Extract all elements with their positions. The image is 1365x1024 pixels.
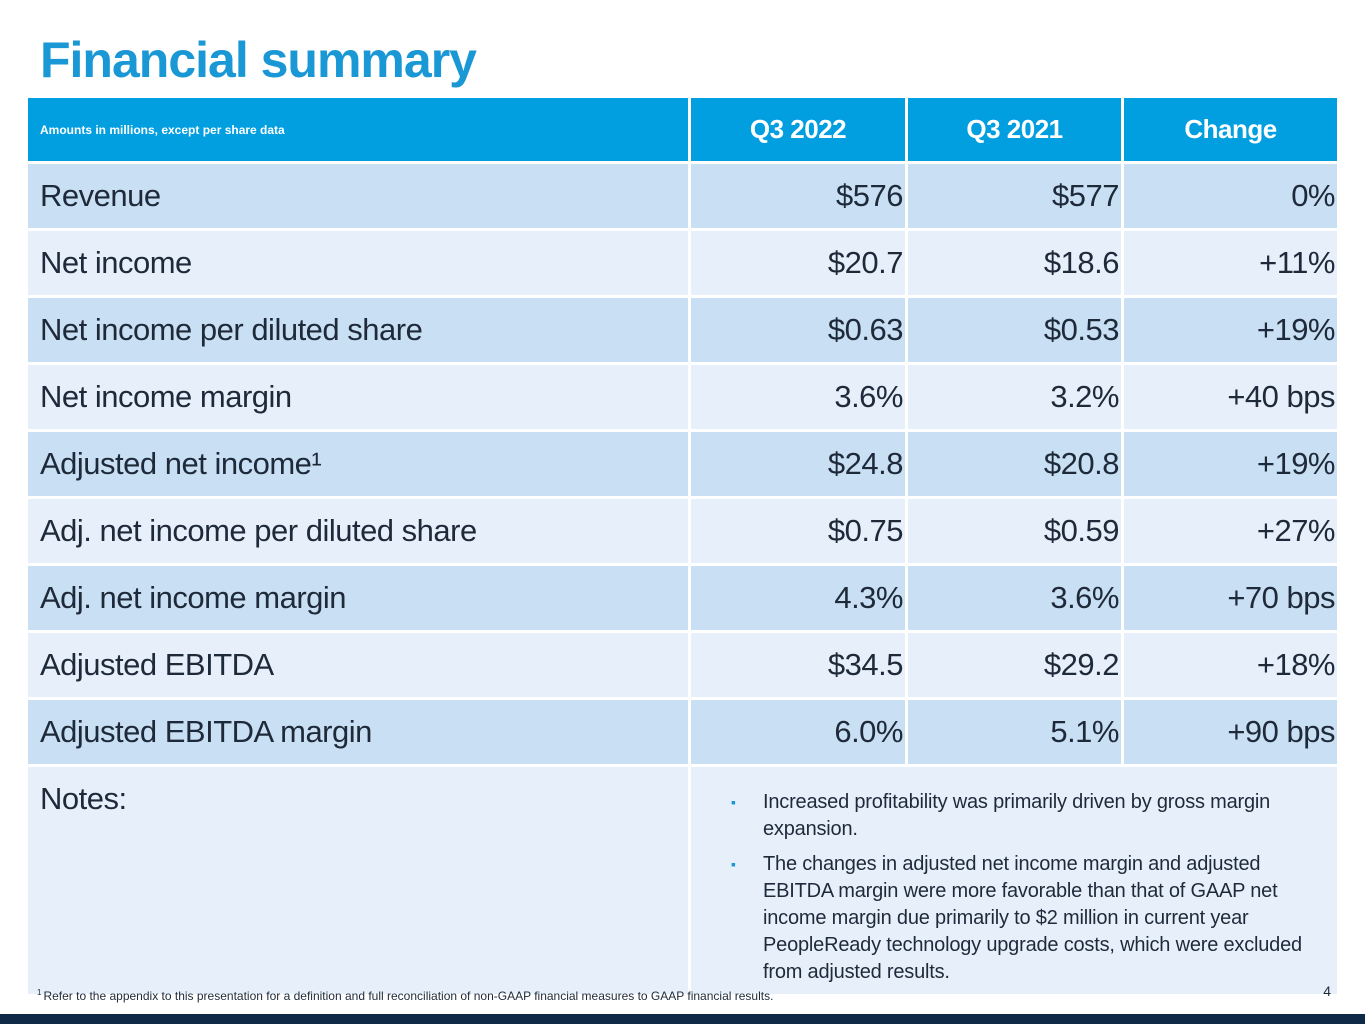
table-row: Adj. net income per diluted share $0.75 …	[28, 499, 1337, 566]
value-change: +19%	[1124, 432, 1337, 499]
table-row: Adjusted net income¹ $24.8 $20.8 +19%	[28, 432, 1337, 499]
value-q3-2021: $577	[908, 164, 1124, 231]
table-row: Adj. net income margin 4.3% 3.6% +70 bps	[28, 566, 1337, 633]
value-q3-2022: $0.75	[691, 499, 908, 566]
footnote-marker: 1	[37, 988, 42, 997]
value-q3-2022: 6.0%	[691, 700, 908, 767]
page-number: 4	[1323, 983, 1331, 999]
header-q3-2022: Q3 2022	[691, 98, 908, 164]
row-label: Adj. net income per diluted share	[28, 499, 691, 566]
value-change: +70 bps	[1124, 566, 1337, 633]
value-q3-2021: $20.8	[908, 432, 1124, 499]
table-row: Adjusted EBITDA margin 6.0% 5.1% +90 bps	[28, 700, 1337, 767]
value-q3-2022: 3.6%	[691, 365, 908, 432]
notes-row: Notes: ▪ Increased profitability was pri…	[28, 767, 1337, 994]
value-change: +18%	[1124, 633, 1337, 700]
page-title: Financial summary	[40, 32, 477, 88]
value-change: 0%	[1124, 164, 1337, 231]
note-text: The changes in adjusted net income margi…	[763, 853, 1302, 983]
header-q3-2021: Q3 2021	[908, 98, 1124, 164]
footnote: 1 Refer to the appendix to this presentat…	[37, 988, 773, 1003]
value-q3-2022: $576	[691, 164, 908, 231]
table-row: Adjusted EBITDA $34.5 $29.2 +18%	[28, 633, 1337, 700]
financial-summary-table: Amounts in millions, except per share da…	[28, 98, 1337, 994]
row-label: Revenue	[28, 164, 691, 231]
value-change: +19%	[1124, 298, 1337, 365]
square-bullet-icon: ▪	[731, 794, 736, 810]
notes-label: Notes:	[40, 781, 127, 816]
value-q3-2021: $0.53	[908, 298, 1124, 365]
value-q3-2022: $34.5	[691, 633, 908, 700]
value-q3-2021: 5.1%	[908, 700, 1124, 767]
notes-list: ▪ Increased profitability was primarily …	[691, 767, 1337, 986]
value-q3-2022: $24.8	[691, 432, 908, 499]
header-label: Amounts in millions, except per share da…	[28, 98, 691, 164]
value-q3-2022: $0.63	[691, 298, 908, 365]
table-row: Revenue $576 $577 0%	[28, 164, 1337, 231]
notes-content-cell: ▪ Increased profitability was primarily …	[691, 767, 1337, 994]
notes-label-cell: Notes:	[28, 767, 691, 994]
row-label: Adj. net income margin	[28, 566, 691, 633]
value-q3-2021: $29.2	[908, 633, 1124, 700]
row-label: Adjusted net income¹	[28, 432, 691, 499]
list-item: ▪ Increased profitability was primarily …	[731, 789, 1317, 843]
row-label: Net income margin	[28, 365, 691, 432]
row-label: Adjusted EBITDA	[28, 633, 691, 700]
bottom-bar	[0, 1014, 1365, 1024]
value-change: +27%	[1124, 499, 1337, 566]
footnote-text: Refer to the appendix to this presentati…	[43, 989, 774, 1003]
value-q3-2021: 3.2%	[908, 365, 1124, 432]
note-text: Increased profitability was primarily dr…	[763, 791, 1271, 840]
value-q3-2021: 3.6%	[908, 566, 1124, 633]
row-label: Adjusted EBITDA margin	[28, 700, 691, 767]
value-change: +40 bps	[1124, 365, 1337, 432]
row-label: Net income per diluted share	[28, 298, 691, 365]
value-change: +11%	[1124, 231, 1337, 298]
value-q3-2022: $20.7	[691, 231, 908, 298]
header-change: Change	[1124, 98, 1337, 164]
value-q3-2021: $18.6	[908, 231, 1124, 298]
row-label: Net income	[28, 231, 691, 298]
square-bullet-icon: ▪	[731, 856, 736, 872]
value-change: +90 bps	[1124, 700, 1337, 767]
table-header-row: Amounts in millions, except per share da…	[28, 98, 1337, 164]
table-row: Net income $20.7 $18.6 +11%	[28, 231, 1337, 298]
value-q3-2022: 4.3%	[691, 566, 908, 633]
table-row: Net income margin 3.6% 3.2% +40 bps	[28, 365, 1337, 432]
list-item: ▪ The changes in adjusted net income mar…	[731, 851, 1317, 986]
value-q3-2021: $0.59	[908, 499, 1124, 566]
table-row: Net income per diluted share $0.63 $0.53…	[28, 298, 1337, 365]
